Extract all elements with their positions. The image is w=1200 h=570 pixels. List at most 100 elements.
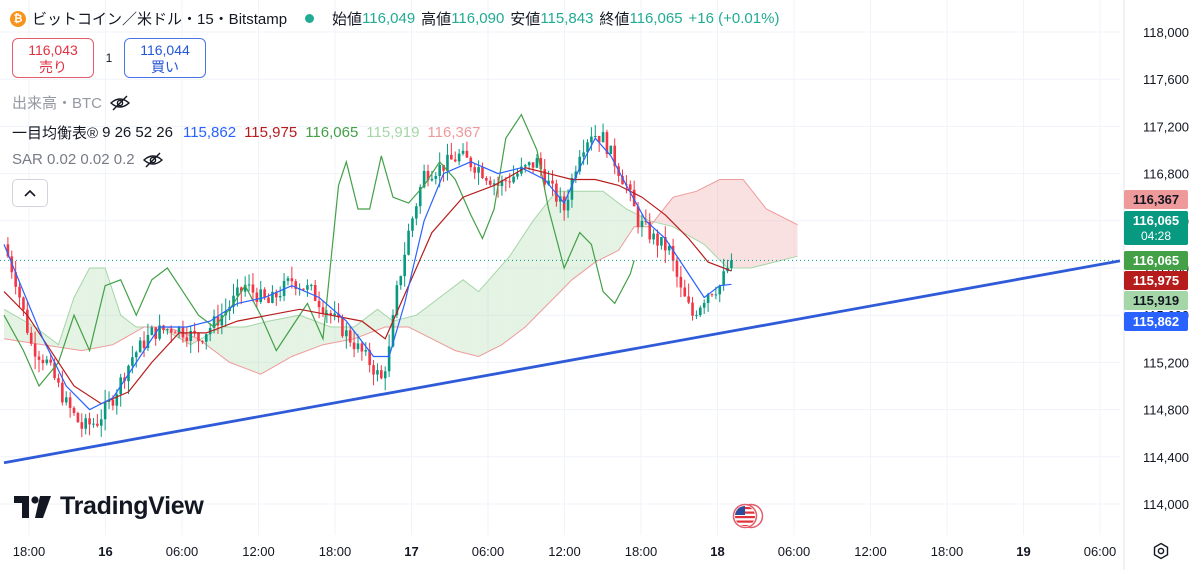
chevron-up-icon [24, 189, 36, 197]
gear-icon[interactable] [1152, 542, 1170, 560]
candle-body [543, 169, 547, 185]
candle-body [457, 153, 461, 162]
ichimoku-base-value: 115,975 [244, 124, 298, 141]
cloud-segment [793, 222, 798, 258]
candle-body [306, 285, 309, 290]
x-tick-label: 18:00 [931, 544, 964, 559]
ichimoku-indicator[interactable]: 一目均衡表® 9 26 52 26 115,862 115,975 116,06… [12, 122, 481, 143]
candle-body [325, 313, 329, 315]
candle-body [22, 297, 25, 310]
candle-body [411, 218, 414, 231]
candle-body [236, 287, 239, 296]
volume-indicator[interactable]: 出来高・BTC [12, 92, 131, 113]
candle-body [41, 359, 45, 364]
candle-body [527, 162, 531, 166]
cloud-segment [622, 206, 627, 245]
cloud-segment [587, 191, 592, 268]
symbol-title[interactable]: ビットコイン／米ドル・15・Bitstamp [32, 11, 288, 28]
cloud-segment [746, 184, 751, 268]
candle-body [656, 233, 659, 246]
tradingview-logo[interactable]: TradingView [14, 492, 204, 521]
candle-body [329, 313, 333, 316]
cloud-segment [739, 179, 744, 268]
sell-label: 売り [39, 59, 67, 75]
candle-body [555, 183, 558, 202]
cloud-segment [606, 194, 611, 257]
cloud-segment [77, 282, 82, 351]
candle-body [376, 370, 379, 375]
buy-button[interactable]: 116,044 買い [124, 38, 206, 78]
cloud-segment [245, 326, 250, 370]
sell-button[interactable]: 116,043 売り [12, 38, 94, 78]
candle-body [699, 307, 702, 316]
market-status-icon[interactable] [305, 14, 315, 23]
cloud-segment [696, 189, 701, 243]
candle-body [426, 170, 430, 181]
cloud-segment [529, 220, 534, 324]
time-axis[interactable]: 18:00 16 06:00 12:00 18:00 17 06:00 12:00 18:00 1… [13, 544, 1117, 559]
cloud-segment [128, 321, 133, 336]
cloud-segment [420, 309, 425, 335]
candle-body [485, 178, 488, 181]
cloud-segment [264, 321, 269, 372]
candle-body [201, 341, 204, 343]
cloud-segment [758, 199, 763, 267]
cloud-segment [443, 291, 448, 347]
cloud-segment [533, 215, 537, 320]
quantity-value[interactable]: 1 [105, 51, 113, 65]
cloud-segment [665, 202, 670, 226]
candle-body [547, 180, 550, 185]
cloud-segment [688, 192, 693, 238]
ichimoku-params: 9 26 52 26 [102, 124, 173, 141]
cloud-segment [416, 312, 421, 333]
price-label-bg [1124, 291, 1188, 310]
cloud-segment [256, 323, 261, 375]
cloud-segment [225, 327, 230, 363]
candle-body [267, 297, 270, 303]
candle-body [593, 135, 597, 137]
candle-body [691, 302, 694, 316]
candle-body [341, 317, 344, 337]
cloud-segment [486, 278, 491, 353]
cloud-segment [299, 315, 304, 354]
cloud-segment [381, 312, 386, 329]
cloud-segment [583, 191, 588, 271]
candle-body [290, 278, 294, 282]
candle-body [302, 288, 305, 290]
close-value: 116,065 [629, 10, 683, 27]
cloud-segment [743, 179, 747, 268]
cloud-segment [455, 282, 460, 352]
cloud-segment [478, 287, 483, 357]
cloud-segment [626, 209, 631, 239]
x-tick-label: 06:00 [166, 544, 199, 559]
x-tick-label: 18:00 [13, 544, 46, 559]
tradingview-wordmark: TradingView [60, 492, 204, 520]
collapse-legend-button[interactable] [12, 179, 48, 207]
candle-body [438, 164, 441, 176]
cloud-segment [237, 327, 242, 367]
eye-off-icon[interactable] [110, 95, 131, 111]
cloud-segment [249, 325, 253, 372]
candle-body [695, 315, 698, 317]
economic-event-flag-icon[interactable] [732, 503, 764, 529]
candle-body [621, 175, 624, 185]
sell-price: 116,043 [28, 42, 78, 58]
trendline[interactable] [3, 259, 1121, 465]
eye-off-icon[interactable] [142, 152, 163, 168]
conversion-line [3, 137, 732, 411]
cloud-segment [789, 220, 794, 259]
cloud-segment [770, 210, 775, 264]
sar-indicator[interactable]: SAR 0.02 0.02 0.2 [12, 151, 163, 168]
cloud-segment [482, 282, 487, 355]
cloud-segment [719, 179, 724, 265]
candle-body [415, 206, 418, 219]
candle-body [131, 357, 134, 366]
candle-body [648, 221, 652, 240]
candle-body [535, 158, 539, 168]
candle-body [383, 371, 387, 379]
candle-body [418, 187, 422, 207]
candle-body [403, 254, 406, 277]
candle-body [551, 180, 554, 184]
candle-body [683, 287, 687, 297]
